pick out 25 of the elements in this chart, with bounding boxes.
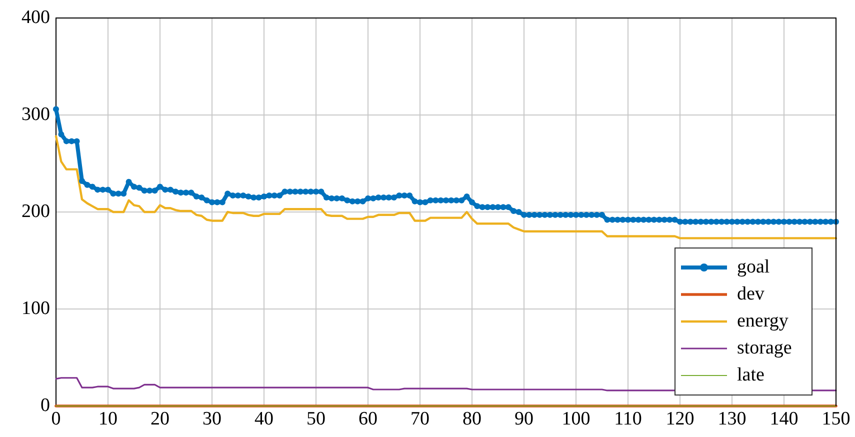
- x-tick-label: 50: [306, 408, 326, 430]
- legend-label: dev: [737, 283, 765, 304]
- x-tick-label: 60: [358, 408, 378, 430]
- x-tick-label: 40: [254, 408, 274, 430]
- x-tick-label: 130: [718, 408, 746, 430]
- x-tick-label: 120: [666, 408, 694, 430]
- x-tick-label: 140: [770, 408, 798, 430]
- x-tick-label: 110: [614, 408, 642, 430]
- legend-label: goal: [737, 256, 770, 278]
- x-tick-label: 80: [462, 408, 482, 430]
- y-tick-label: 200: [22, 200, 50, 222]
- legend-label: storage: [737, 337, 792, 358]
- x-tick-label: 100: [562, 408, 590, 430]
- y-tick-label: 300: [22, 104, 50, 125]
- y-tick-label: 0: [40, 394, 50, 416]
- x-tick-label: 70: [410, 408, 430, 430]
- x-tick-label: 20: [150, 408, 170, 430]
- x-tick-label: 150: [822, 408, 850, 430]
- legend-label: late: [737, 364, 764, 386]
- y-tick-label: 100: [22, 298, 50, 319]
- y-tick-label: 400: [22, 6, 50, 28]
- legend-label: energy: [737, 310, 789, 332]
- x-tick-label: 90: [514, 408, 534, 430]
- x-tick-label: 30: [202, 408, 222, 430]
- x-tick-label: 10: [98, 408, 118, 430]
